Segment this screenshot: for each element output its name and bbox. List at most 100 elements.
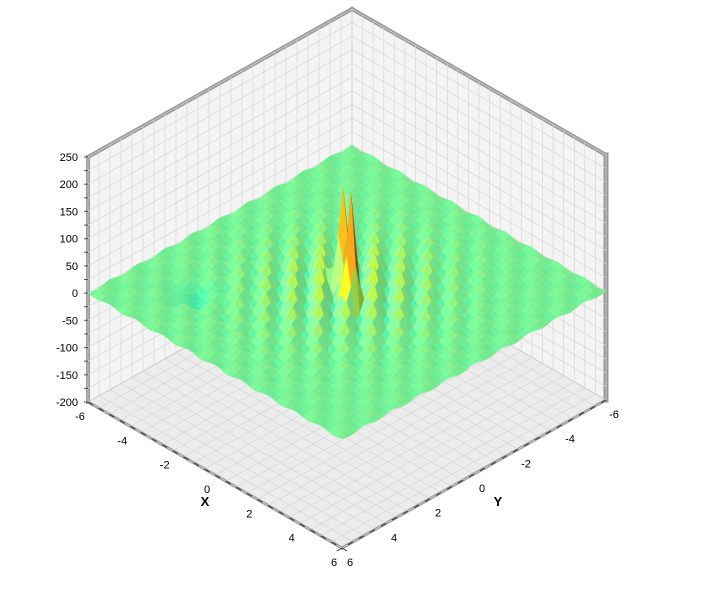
left-wall-gridline-z — [87, 49, 353, 199]
x-tick-mark — [119, 419, 126, 424]
y-tick-mark — [479, 467, 486, 472]
y-tick-mark — [501, 455, 508, 459]
surface-mesh — [87, 144, 607, 439]
x-tick-mark — [140, 431, 147, 436]
x-tick-mark — [341, 547, 348, 552]
floor-gridline-y — [98, 395, 354, 543]
z-tick-label: -150 — [56, 370, 78, 382]
y-tick-mark — [435, 492, 442, 496]
x-tick-mark — [225, 480, 231, 485]
z-tick-label: 50 — [66, 261, 78, 273]
y-tick-mark — [589, 405, 596, 410]
y-tick-mark — [380, 522, 387, 527]
x-tick-mark — [183, 456, 189, 461]
right-wall-gridline-z — [351, 63, 607, 210]
y-tick-mark — [490, 461, 497, 466]
surface-patch — [337, 431, 347, 439]
x-tick-label: -6 — [75, 411, 85, 423]
y-tick-mark — [567, 418, 574, 422]
y-tick-mark — [413, 504, 420, 509]
right-wall-gridline-z — [351, 117, 607, 265]
x-tick-mark — [278, 511, 284, 515]
y-tick-label: 4 — [391, 532, 397, 544]
floor-gridline-y — [153, 364, 409, 512]
z-tick-label: -100 — [56, 343, 78, 355]
left-wall-gridline-z — [87, 8, 353, 158]
floor-gridline-y — [142, 370, 398, 518]
right-wall-gridline-z — [351, 76, 607, 224]
x-tick-label: 4 — [289, 533, 295, 545]
y-tick-mark — [369, 529, 376, 533]
right-wall-gridline-z — [351, 131, 607, 278]
y-tick-mark — [523, 442, 530, 447]
right-wall-gridline-z — [351, 35, 607, 183]
y-tick-label: -4 — [565, 434, 575, 446]
x-tick-label: -2 — [160, 460, 170, 472]
x-tick-mark — [320, 535, 327, 540]
x-tick-mark — [130, 425, 136, 430]
y-tick-label: -6 — [609, 409, 619, 421]
x-tick-mark — [257, 498, 263, 503]
z-tick-label: 100 — [60, 234, 78, 246]
y-tick-mark — [457, 479, 464, 484]
x-tick-mark — [299, 523, 305, 528]
y-tick-mark — [468, 473, 475, 478]
right-wall-gridline-z — [351, 8, 607, 156]
left-wall-gridline-z — [87, 117, 353, 267]
y-tick-mark — [358, 535, 365, 540]
y-tick-mark — [600, 399, 607, 404]
x-tick-mark — [151, 438, 157, 442]
x-tick-mark — [331, 541, 337, 546]
y-tick-mark — [578, 411, 585, 416]
y-tick-mark — [556, 424, 563, 429]
left-wall-gridline-z — [87, 90, 353, 240]
y-tick-label: 0 — [479, 483, 485, 495]
x-tick-mark — [310, 529, 316, 534]
x-tick-mark — [214, 474, 221, 479]
y-tick-mark — [336, 547, 343, 552]
right-wall-gridline-z — [351, 22, 607, 169]
x-tick-label: 2 — [246, 508, 252, 520]
z-tick-label: 200 — [60, 179, 78, 191]
y-tick-mark — [545, 430, 552, 435]
y-axis-title: Y — [494, 494, 503, 509]
y-tick-label: 6 — [347, 557, 353, 569]
x-tick-label: -4 — [117, 435, 127, 447]
floor-gridline-y — [109, 389, 365, 537]
right-wall-gridline-z — [351, 103, 607, 251]
z-tick-label: 150 — [60, 206, 78, 218]
x-axis-title: X — [201, 494, 210, 509]
x-tick-mark — [172, 450, 178, 455]
x-tick-label: 6 — [331, 557, 337, 569]
x-tick-mark — [98, 407, 104, 412]
floor-gridline-y — [164, 358, 420, 506]
left-wall-gridline-z — [87, 63, 353, 212]
x-tick-label: 0 — [204, 484, 210, 496]
y-tick-mark — [446, 485, 453, 490]
left-wall-gridline-z — [87, 103, 353, 253]
floor-gridline-y — [120, 383, 376, 530]
left-wall-gridline-z — [87, 35, 353, 185]
z-tick-label: 0 — [72, 288, 78, 300]
x-tick-mark — [288, 517, 295, 522]
y-tick-mark — [512, 448, 519, 453]
x-tick-mark — [161, 444, 168, 449]
y-tick-mark — [424, 498, 431, 503]
right-wall-gridline-z — [351, 90, 607, 238]
x-tick-mark — [204, 468, 210, 473]
left-wall-gridline-z — [87, 76, 353, 226]
x-tick-mark — [87, 401, 94, 406]
z-tick-label: -50 — [62, 315, 78, 327]
x-tick-mark — [246, 492, 253, 497]
z-tick-label: 250 — [60, 152, 78, 164]
y-tick-mark — [347, 541, 354, 546]
y-tick-mark — [534, 436, 541, 441]
right-wall-gridline-z — [351, 49, 607, 197]
x-tick-mark — [267, 504, 274, 509]
y-tick-mark — [391, 516, 398, 521]
chart-labels: X Y -6 -4 -2 0 2 4 6 -6 -4 -2 0 2 4 6 -200 -150 -100 -50 0… — [56, 152, 619, 569]
floor-gridline-y — [131, 376, 387, 524]
floor-gridline-y — [175, 352, 431, 500]
left-wall-gridline-z — [87, 22, 353, 171]
